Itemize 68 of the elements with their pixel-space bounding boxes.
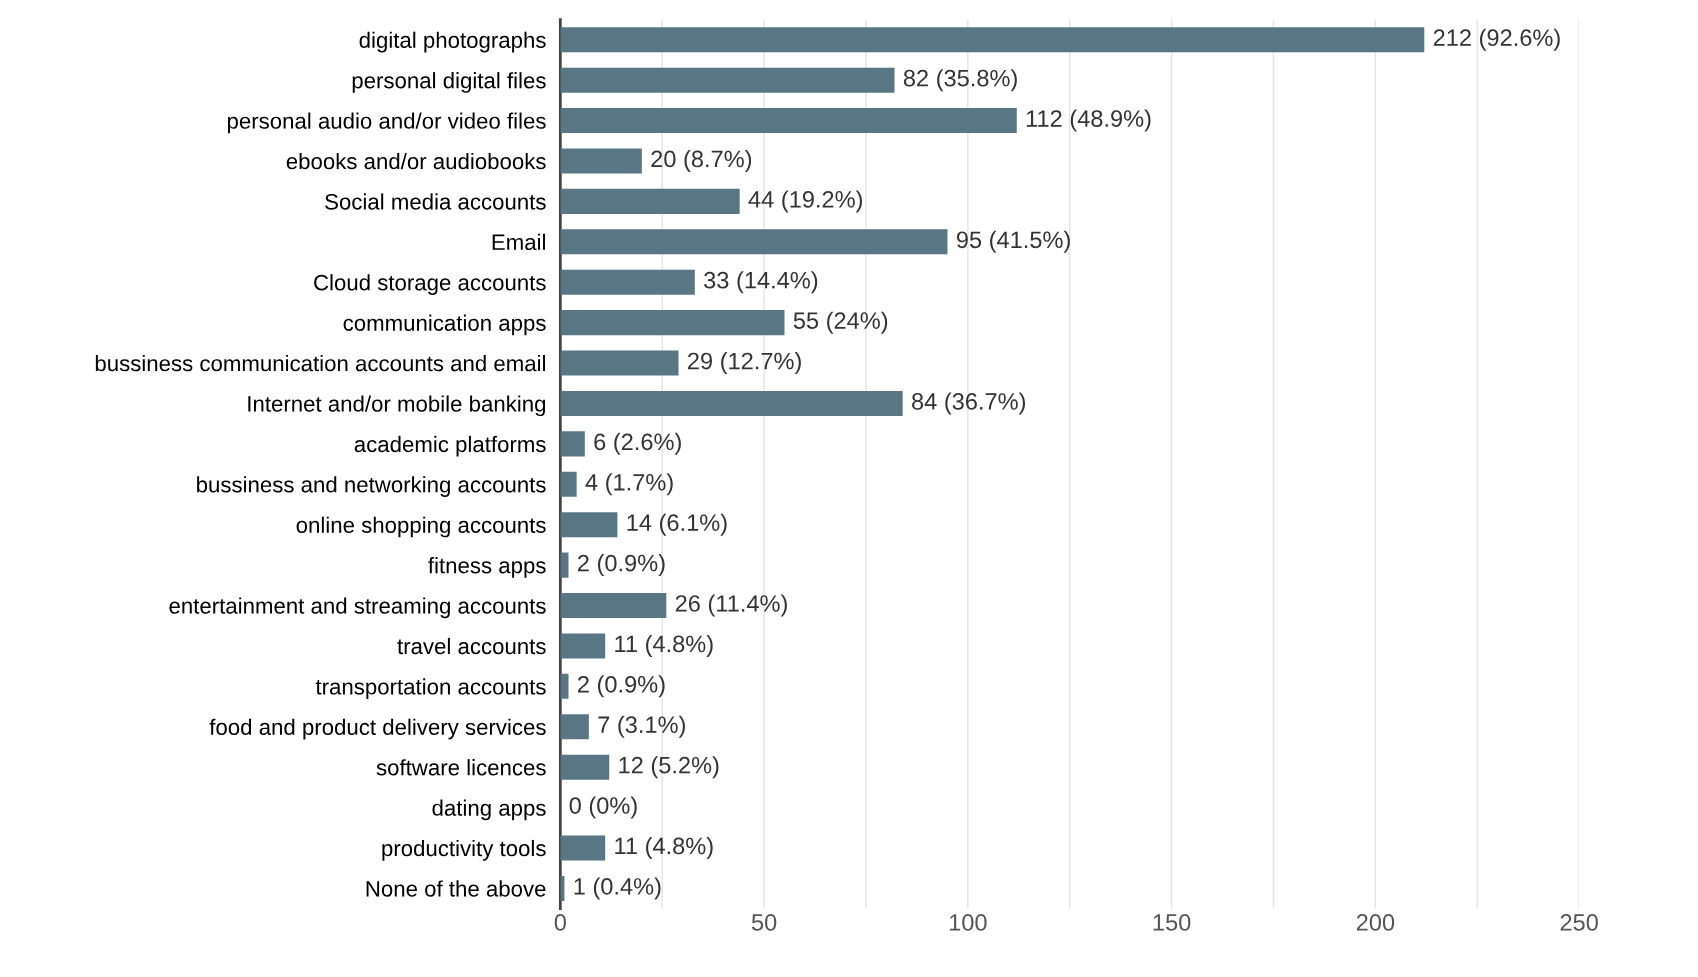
y-tick-label: online shopping accounts <box>296 516 546 538</box>
y-tick-label: productivity tools <box>382 839 546 861</box>
bar <box>560 471 577 497</box>
bar <box>560 269 695 295</box>
bar <box>560 754 610 780</box>
data-label: 82 (35.8%) <box>903 69 1017 92</box>
data-label: 6 (2.6%) <box>594 432 681 455</box>
data-label: 33 (14.4%) <box>704 271 818 294</box>
bar <box>560 229 948 255</box>
data-label: 4 (1.7%) <box>585 473 673 496</box>
y-tick-label: travel accounts <box>397 637 546 655</box>
data-label: 212 (92.6%) <box>1433 28 1560 51</box>
bar <box>560 592 667 619</box>
data-label: 14 (6.1%) <box>627 513 727 536</box>
data-label: 20 (8.7%) <box>651 149 752 172</box>
bar <box>560 350 679 376</box>
y-tick-label: ebooks and/or audiobooks <box>286 152 546 170</box>
y-tick-label: None of the above <box>366 880 546 897</box>
y-tick-label: bussiness communication accounts and email <box>95 354 545 372</box>
data-label: 44 (19.2%) <box>748 190 863 213</box>
x-tick-label: 0 <box>554 914 566 931</box>
data-label: 12 (5.2%) <box>619 756 719 779</box>
bar <box>560 108 1017 134</box>
x-tick-label: 100 <box>949 914 987 931</box>
y-tick-label: personal digital files <box>352 72 546 93</box>
bar <box>560 27 1425 53</box>
data-label: 7 (3.1%) <box>598 715 685 738</box>
bar <box>560 67 895 93</box>
data-label: 84 (36.7%) <box>912 392 1026 415</box>
data-label: 11 (4.8%) <box>615 634 713 657</box>
y-tick-label: fitness apps <box>428 557 546 578</box>
y-tick-label: digital photographs <box>359 31 546 53</box>
bar <box>560 188 740 214</box>
y-tick-label: dating apps <box>432 799 546 821</box>
data-label: 11 (4.8%) <box>615 836 713 859</box>
data-label: 112 (48.9%) <box>1026 109 1151 132</box>
y-tick-label: software licences <box>376 759 546 776</box>
y-tick-label: academic platforms <box>354 435 546 457</box>
y-tick-label: transportation accounts <box>315 678 546 700</box>
bar <box>560 148 642 174</box>
data-label: 2 (0.9%) <box>578 554 665 577</box>
y-tick-label: Social media accounts <box>325 193 546 210</box>
data-label: 26 (11.4%) <box>675 594 787 617</box>
bar <box>560 431 585 457</box>
x-tick-label: 150 <box>1153 914 1191 931</box>
bar <box>560 512 618 538</box>
y-tick-label: Cloud storage accounts <box>314 274 546 295</box>
y-tick-label: Email <box>492 233 545 251</box>
x-tick-label: 50 <box>751 914 777 931</box>
data-label: 0 (0%) <box>569 796 637 819</box>
bar <box>560 390 903 416</box>
bar <box>560 835 606 861</box>
y-tick-label: personal audio and/or video files <box>227 112 546 134</box>
data-label: 2 (0.9%) <box>578 675 665 698</box>
data-label: 1 (0.4%) <box>574 877 661 900</box>
bar <box>560 633 606 659</box>
y-tick-label: food and product delivery services <box>209 718 546 740</box>
bar <box>560 310 785 336</box>
y-tick-label: bussiness and networking accounts <box>197 476 546 497</box>
bar <box>560 714 589 740</box>
y-tick-label: Internet and/or mobile banking <box>248 395 546 417</box>
y-tick-label: entertainment and streaming accounts <box>169 597 546 619</box>
y-tick-label: communication apps <box>343 314 546 336</box>
data-label: 29 (12.7%) <box>688 352 801 375</box>
x-tick-label: 250 <box>1560 914 1598 931</box>
x-tick-label: 200 <box>1356 914 1395 931</box>
data-label: 55 (24%) <box>793 311 888 334</box>
data-label: 95 (41.5%) <box>956 230 1070 253</box>
